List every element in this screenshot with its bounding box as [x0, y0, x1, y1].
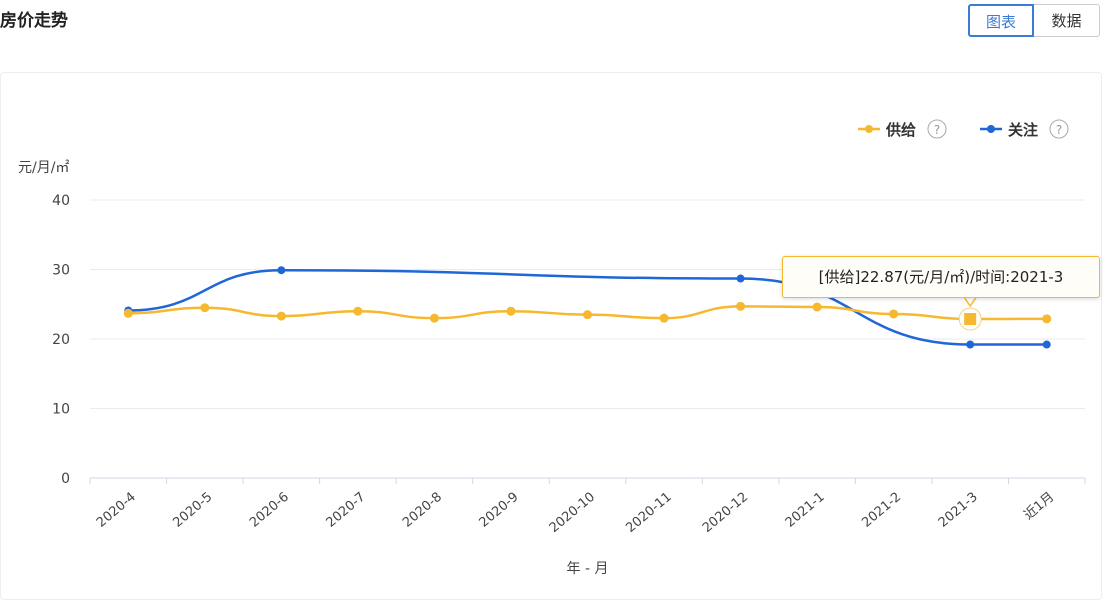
legend-marker	[987, 125, 995, 133]
legend-label: 供给	[885, 121, 916, 139]
y-tick-label: 40	[52, 193, 70, 209]
tab-data[interactable]: 数据	[1034, 4, 1100, 37]
page-title: 房价走势	[0, 11, 68, 31]
data-point	[353, 306, 363, 316]
question-mark: ?	[1056, 123, 1062, 137]
y-axis-label: 元/月/㎡	[18, 160, 69, 176]
y-tick-label: 0	[61, 471, 70, 487]
x-tick-label: 2020-6	[247, 490, 292, 531]
x-tick-label: 2020-7	[324, 490, 369, 531]
y-tick-label: 20	[52, 332, 70, 348]
tooltip-pointer	[962, 295, 978, 308]
x-tick-label: 2021-3	[936, 490, 981, 531]
data-point	[1042, 340, 1051, 349]
data-point	[123, 308, 133, 318]
data-point	[429, 313, 439, 323]
data-point	[276, 311, 286, 321]
data-point	[200, 303, 210, 313]
x-tick-label: 2021-1	[783, 490, 828, 531]
data-point	[812, 302, 822, 312]
y-tick-label: 10	[52, 402, 70, 418]
y-tick-label: 30	[52, 263, 70, 279]
data-point	[659, 313, 669, 323]
data-point	[277, 266, 286, 275]
x-tick-label: 2020-10	[547, 490, 598, 536]
legend-marker	[865, 125, 873, 133]
question-circle-icon	[1049, 119, 1069, 139]
chart-panel	[0, 72, 1102, 600]
x-tick-label: 2021-2	[859, 490, 904, 531]
data-point-highlighted	[964, 313, 977, 326]
x-axis-label: 年 - 月	[567, 561, 609, 577]
x-tick-label: 2020-5	[170, 490, 215, 531]
tooltip: [供给]22.87(元/月/㎡)/时间:2021-3	[782, 256, 1100, 298]
x-tick-label: 2020-8	[400, 490, 445, 531]
data-point	[506, 306, 516, 316]
x-tick-label: 2020-9	[477, 490, 522, 531]
question-mark: ?	[934, 123, 940, 137]
data-point	[736, 274, 745, 283]
data-point	[1042, 314, 1052, 324]
tab-chart[interactable]: 图表	[968, 4, 1034, 37]
data-point	[966, 340, 975, 349]
data-point	[583, 310, 592, 320]
legend-label: 关注	[1008, 121, 1038, 139]
data-point	[889, 309, 899, 319]
x-tick-label: 近1月	[1021, 490, 1057, 524]
view-toggle: 图表 数据	[968, 4, 1100, 37]
x-tick-label: 2020-12	[700, 490, 751, 536]
x-tick-label: 2020-4	[94, 490, 139, 531]
x-tick-label: 2020-11	[623, 490, 674, 536]
data-point	[736, 301, 746, 311]
question-circle-icon	[927, 119, 947, 139]
